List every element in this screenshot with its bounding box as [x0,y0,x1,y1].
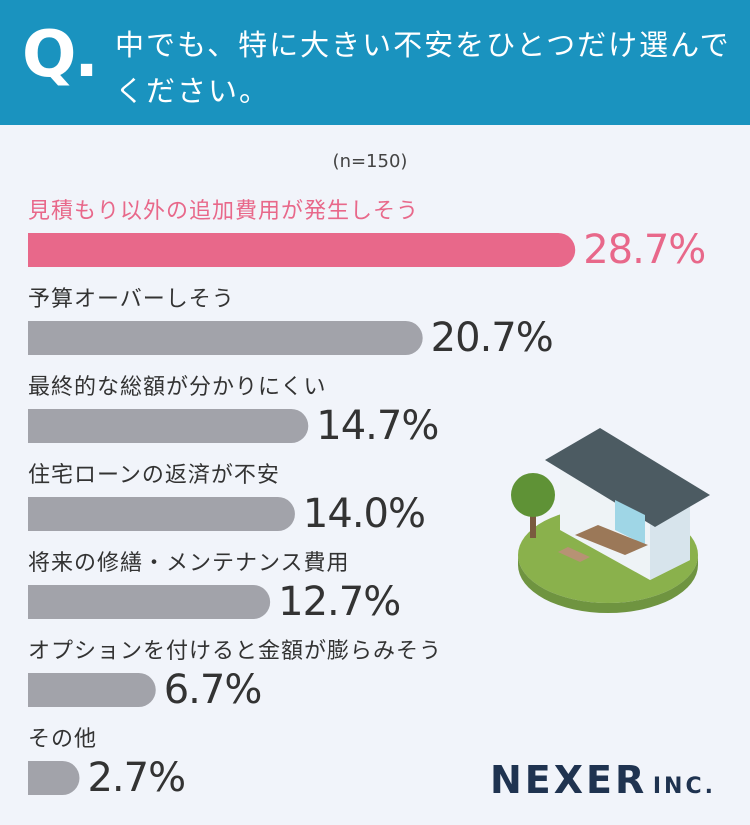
category-label: 予算オーバーしそう [28,287,235,312]
value-label: 14.7% [316,403,438,449]
question-marker: Q. [22,18,99,92]
category-label: 最終的な総額が分かりにくい [28,375,327,400]
category-label: 住宅ローンの返済が不安 [28,463,280,488]
subtitle: (n=150) [333,151,408,172]
bar [28,233,576,267]
value-label: 28.7% [583,227,705,273]
bar [28,673,156,707]
value-label: 12.7% [278,579,400,625]
chart-title: 中でも、特に大きい不安をひとつだけ選んでください。 [115,28,731,108]
value-label: 14.0% [303,491,425,537]
category-label: 見積もり以外の追加費用が発生しそう [28,199,419,224]
category-label: オプションを付けると金額が膨らみそう [28,639,442,664]
logo-suffix: INC. [652,774,716,799]
value-label: 2.7% [87,755,185,801]
header: Q. 中でも、特に大きい不安をひとつだけ選んでください。 [0,0,750,125]
bar [28,497,295,531]
logo: NEXER INC. [490,758,716,802]
value-label: 6.7% [164,667,262,713]
house-illustration [511,428,710,613]
value-label: 20.7% [431,315,553,361]
bar [28,761,80,795]
logo-name: NEXER [490,758,648,802]
category-label: 将来の修繕・メンテナンス費用 [28,551,350,576]
bar [28,409,309,443]
bar [28,321,423,355]
category-label: その他 [28,727,97,752]
bar [28,585,271,619]
